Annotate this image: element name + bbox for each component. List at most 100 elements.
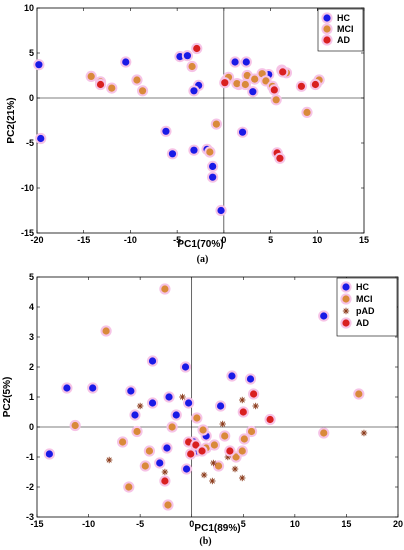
data-point	[240, 56, 252, 68]
x-tick-label: -10	[124, 235, 137, 245]
data-point	[191, 412, 203, 424]
data-point	[224, 445, 236, 457]
data-point	[129, 409, 141, 421]
y-tick-label: -10	[21, 183, 34, 193]
x-tick-label: -15	[30, 519, 43, 529]
panel-caption: (b)	[199, 536, 211, 547]
data-point	[106, 82, 118, 94]
y-tick-label: 0	[29, 93, 34, 103]
y-tick-label: 4	[29, 302, 34, 312]
data-point	[85, 70, 97, 82]
data-point	[274, 152, 286, 164]
y-tick-label: 10	[24, 3, 34, 13]
data-point	[208, 439, 221, 451]
data-point	[106, 456, 113, 464]
data-point	[131, 425, 143, 438]
y-tick-label: -15	[21, 228, 34, 238]
data-point	[209, 477, 216, 485]
data-point	[183, 397, 195, 409]
data-point	[161, 468, 169, 476]
data-point	[236, 126, 249, 138]
legend-label: MCI	[337, 24, 354, 34]
data-point	[185, 448, 197, 460]
data-point	[196, 445, 208, 457]
legend-marker	[340, 317, 352, 329]
data-point	[100, 325, 112, 337]
y-axis-label: PC2(5%)	[2, 377, 13, 418]
data-point	[125, 385, 137, 397]
y-tick-label: -5	[26, 138, 34, 148]
x-tick-label: -5	[173, 235, 181, 245]
data-point	[239, 396, 246, 404]
y-tick-label: -2	[26, 482, 34, 492]
data-point	[170, 409, 182, 421]
legend-marker	[340, 293, 352, 305]
data-point	[188, 85, 200, 97]
x-tick-label: 10	[290, 519, 300, 529]
scatter-panel-2: -15 -10 -5 0 5 10 15 20-3-2-1012345PC1(89%)PC2(…	[2, 272, 403, 547]
legend-label: HC	[356, 282, 369, 292]
data-point	[136, 402, 144, 410]
x-tick-label: 15	[359, 235, 369, 245]
data-point	[159, 475, 171, 487]
data-point	[318, 310, 330, 322]
data-point	[277, 66, 289, 78]
data-point	[236, 445, 248, 457]
data-point	[61, 382, 73, 394]
x-tick-label: -5	[136, 519, 144, 529]
x-tick-label: -20	[30, 235, 43, 245]
legend-label: AD	[356, 318, 369, 328]
data-point	[131, 74, 143, 86]
legend-marker	[321, 23, 333, 35]
legend-label: AD	[337, 35, 350, 45]
x-tick-label: -10	[82, 519, 95, 529]
data-point	[214, 400, 227, 412]
y-tick-label: -3	[26, 512, 34, 522]
x-axis-label: PC1(70%)	[177, 239, 223, 250]
data-point	[117, 436, 129, 448]
x-tick-label: 0	[221, 235, 226, 245]
data-point	[231, 78, 243, 90]
panel-caption: (a)	[197, 254, 209, 265]
x-axis-label: PC1(89%)	[194, 523, 240, 534]
data-point	[264, 413, 276, 426]
data-point	[252, 402, 259, 410]
data-point	[87, 382, 99, 394]
data-point	[207, 171, 219, 183]
data-point	[120, 56, 132, 68]
data-point	[207, 160, 219, 172]
data-point	[204, 146, 216, 158]
data-point	[268, 84, 280, 96]
data-point	[146, 397, 159, 409]
data-point	[162, 499, 174, 511]
data-point	[136, 85, 149, 97]
legend-marker	[321, 34, 333, 46]
x-tick-label: 5	[268, 235, 273, 245]
x-tick-label: -15	[77, 235, 90, 245]
data-point	[248, 388, 260, 400]
scatter-panel-1: -20 -15 -10 -5 0 5 10 15-15-10-50510PC1(70%)PC2…	[6, 3, 369, 265]
data-point	[179, 393, 186, 401]
data-point	[160, 125, 172, 137]
x-tick-label: 5	[241, 519, 246, 529]
x-tick-label: 15	[341, 519, 351, 529]
data-point	[186, 60, 198, 73]
y-tick-label: 1	[29, 392, 34, 402]
data-point	[219, 420, 226, 428]
y-tick-label: 2	[29, 362, 34, 372]
data-point	[69, 419, 81, 432]
data-point	[353, 388, 365, 400]
y-tick-label: 3	[29, 332, 34, 342]
x-tick-label: 20	[393, 519, 403, 529]
data-point	[237, 406, 249, 418]
y-tick-label: 0	[29, 422, 34, 432]
x-tick-label: 10	[312, 235, 322, 245]
data-point	[318, 427, 330, 439]
legend-marker	[321, 12, 333, 24]
data-point	[245, 425, 258, 438]
y-axis-label: PC2(21%)	[6, 97, 17, 143]
data-point	[247, 86, 259, 98]
data-point	[219, 77, 231, 89]
plot-frame	[36, 7, 365, 234]
